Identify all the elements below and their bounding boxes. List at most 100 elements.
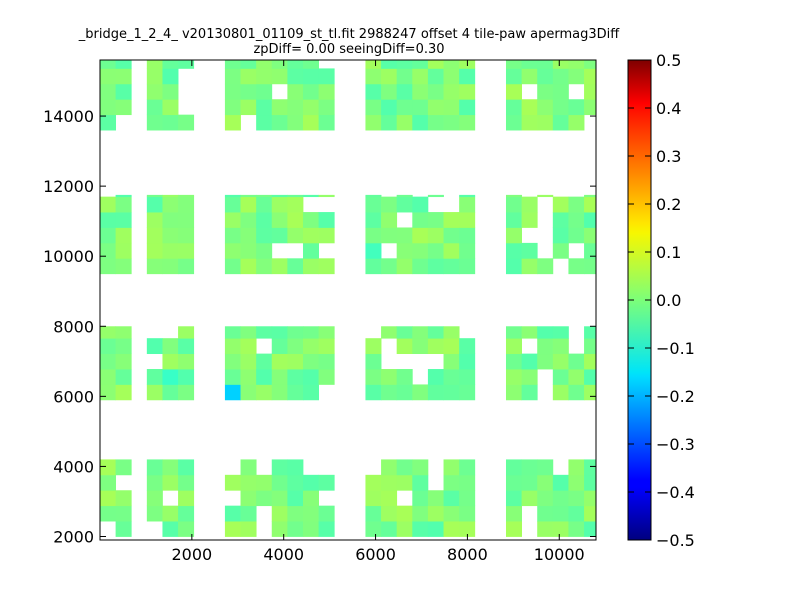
heatmap-cell [115, 490, 132, 507]
heatmap-cell [178, 258, 195, 275]
heatmap-cell [443, 474, 460, 491]
heatmap-cell [427, 68, 444, 85]
heatmap-cell [552, 474, 569, 491]
heatmap-cell [178, 490, 195, 507]
heatmap-cell [412, 258, 429, 275]
heatmap-cell [365, 60, 382, 69]
heatmap-cell [146, 384, 163, 401]
heatmap-cell [240, 60, 257, 69]
heatmap-cell [396, 258, 413, 275]
heatmap-cell [178, 196, 195, 213]
heatmap-cell [302, 212, 319, 228]
colorbar-tick-label: 0.4 [656, 99, 681, 118]
heatmap-cell [584, 60, 597, 69]
heatmap-cell [584, 326, 597, 339]
heatmap-cell [256, 114, 273, 131]
x-axis: 2000 4000 6000 8000 10000 [171, 60, 585, 564]
heatmap-cell [568, 353, 585, 370]
heatmap-cell [256, 490, 273, 507]
heatmap-cell [115, 459, 132, 476]
heatmap-cell [302, 326, 319, 339]
heatmap-cell [459, 369, 476, 385]
heatmap-cell [256, 227, 273, 244]
heatmap-cell [427, 490, 444, 507]
heatmap-cell [443, 353, 460, 370]
heatmap-cell [115, 521, 132, 537]
heatmap-cell [271, 384, 288, 401]
heatmap-cell [412, 490, 429, 507]
heatmap-cell [271, 369, 288, 385]
heatmap-cell [381, 326, 398, 339]
heatmap-cell [427, 338, 444, 355]
heatmap-cell [224, 242, 241, 259]
heatmap-cell [224, 114, 241, 131]
heatmap-cell [505, 369, 522, 385]
heatmap-cell [396, 338, 413, 355]
heatmap-cell [240, 384, 257, 401]
heatmap-cell [115, 258, 132, 275]
heatmap-cell [146, 194, 163, 198]
heatmap-cell [162, 227, 179, 244]
heatmap-cell [459, 459, 476, 476]
heatmap-cell [521, 384, 538, 401]
heatmap-cell [224, 83, 241, 100]
heatmap-cell [396, 521, 413, 537]
heatmap-cell [584, 196, 597, 213]
heatmap-cell [521, 99, 538, 116]
heatmap-cell [396, 227, 413, 244]
heatmap-cell [240, 242, 257, 259]
heatmap-cell [443, 212, 460, 228]
heatmap-cell [505, 505, 522, 522]
heatmap-cell [162, 369, 179, 385]
heatmap-cell [412, 459, 429, 476]
heatmap-cell [146, 196, 163, 213]
heatmap-cell [240, 212, 257, 228]
heatmap-cell [381, 196, 398, 213]
heatmap-cell [537, 326, 554, 339]
heatmap-cell [115, 353, 132, 370]
heatmap-cell [396, 326, 413, 339]
heatmap-cell [115, 384, 132, 401]
heatmap-cell [427, 369, 444, 385]
heatmap-cell [115, 212, 132, 228]
heatmap-cell [302, 60, 319, 69]
heatmap-cell [146, 242, 163, 259]
heatmap-cell [287, 258, 304, 275]
heatmap-cell [100, 505, 117, 522]
y-tick-label: 6000 [53, 387, 94, 406]
heatmap-cell [318, 194, 335, 198]
heatmap-cell [552, 212, 569, 228]
heatmap-cell [178, 114, 195, 131]
heatmap-cell [396, 474, 413, 491]
heatmap-cell [224, 227, 241, 244]
heatmap-cell [271, 227, 288, 244]
heatmap-cell [537, 459, 554, 476]
heatmap-cell [302, 353, 319, 370]
heatmap-cell [521, 212, 538, 228]
heatmap-cell [427, 212, 444, 228]
heatmap-cell [302, 521, 319, 537]
heatmap-cell [459, 242, 476, 259]
heatmap-cell [505, 353, 522, 370]
heatmap-cell [146, 474, 163, 491]
heatmap-cell [115, 505, 132, 522]
heatmap-cell [318, 505, 335, 522]
heatmap-cell [287, 194, 304, 198]
heatmap-cell [568, 474, 585, 491]
heatmap-cell [584, 338, 597, 355]
heatmap-cell [146, 83, 163, 100]
heatmap-cell [552, 353, 569, 370]
heatmap-cell [568, 369, 585, 385]
heatmap-cell [443, 505, 460, 522]
heatmap-cell [115, 326, 132, 339]
heatmap-cell [224, 384, 241, 401]
heatmap-cell [459, 212, 476, 228]
heatmap-cell [365, 338, 382, 355]
chart-title: _bridge_1_2_4_ v20130801_01109_st_tl.fit… [78, 27, 620, 42]
heatmap-cell [459, 196, 476, 213]
heatmap-cell [256, 353, 273, 370]
heatmap-cell [115, 68, 132, 85]
heatmap-cell [287, 83, 304, 100]
heatmap-cell [115, 83, 132, 100]
heatmap-cell [459, 353, 476, 370]
